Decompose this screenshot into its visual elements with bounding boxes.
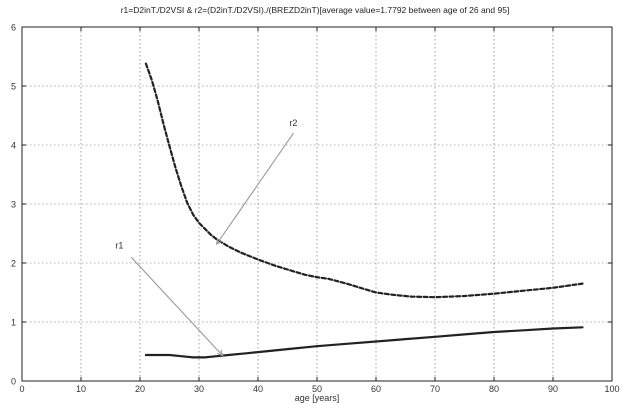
x-tick-label: 50: [312, 384, 322, 394]
x-tick-label: 20: [135, 384, 145, 394]
x-tick-label: 70: [430, 384, 440, 394]
x-axis-label: age [years]: [295, 393, 340, 403]
y-tick-label: 4: [11, 141, 16, 151]
series-group: [144, 62, 584, 359]
x-tick-label: 90: [548, 384, 558, 394]
x-axis: 0 10 20 30 40 50 60 70 80 90 100: [19, 27, 620, 394]
annotation-arrowhead-r2: [215, 238, 223, 246]
y-tick-label: 2: [11, 259, 16, 269]
x-tick-label: 10: [76, 384, 86, 394]
annotation-arrow-r2: [216, 132, 294, 245]
series-line-r1: [144, 326, 584, 359]
x-tick-label: 80: [489, 384, 499, 394]
annotations: r1 r2: [115, 118, 297, 357]
y-tick-label: 6: [11, 23, 16, 33]
annotation-arrowhead-r1: [216, 349, 224, 357]
y-tick-label: 1: [11, 318, 16, 328]
x-tick-label: 60: [371, 384, 381, 394]
x-tick-label: 30: [194, 384, 204, 394]
annotation-label-r1: r1: [115, 240, 123, 250]
x-tick-label: 100: [604, 384, 619, 394]
y-tick-label: 5: [11, 82, 16, 92]
chart-title: r1=D2inT./D2VSI & r2=(D2inT./D2VSI)./(BR…: [121, 5, 510, 15]
y-tick-label: 3: [11, 200, 16, 210]
x-tick-label: 0: [19, 384, 24, 394]
annotation-label-r2: r2: [289, 118, 297, 128]
annotation-arrow-r1: [130, 256, 224, 357]
series-line-r2: [144, 62, 584, 299]
y-axis: 0 1 2 3 4 5 6: [11, 23, 612, 387]
x-tick-label: 40: [253, 384, 263, 394]
y-tick-label: 0: [11, 377, 16, 387]
grid-lines: [22, 27, 612, 381]
